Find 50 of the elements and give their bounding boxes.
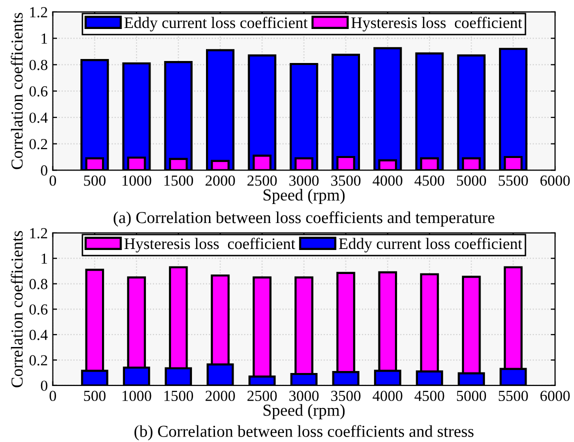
y-tick-label: 1.2: [30, 7, 48, 18]
x-tick-label: 6000: [540, 390, 570, 402]
x-tick-label: 2000: [206, 390, 235, 402]
y-tick-label: 1: [42, 254, 48, 264]
x-tick-label: 5000: [456, 175, 486, 186]
x-tick-label: 500: [84, 175, 106, 186]
legend-label: Hysteresis loss coefficient: [124, 238, 296, 252]
x-axis-title: Speed (rpm): [264, 404, 345, 420]
y-tick-label: 1: [42, 34, 48, 44]
y-tick-label: 0.4: [29, 112, 48, 123]
y-tick-label: 1.2: [30, 228, 48, 238]
x-tick-label: 3500: [331, 175, 360, 186]
legend-label: Eddy current loss coefficient: [124, 16, 308, 32]
y-tick-label: 0.8: [29, 60, 48, 70]
x-tick-label: 3000: [289, 390, 319, 402]
x-tick-label: 0: [50, 390, 56, 402]
y-axis-title: Correlation coefficients: [10, 12, 23, 170]
x-tick-label: 1500: [164, 390, 194, 402]
x-tick-label: 5000: [456, 390, 486, 402]
x-tick-label: 4500: [414, 175, 444, 186]
x-tick-label: 2500: [247, 390, 277, 402]
x-tick-label: 500: [84, 390, 106, 402]
x-tick-label: 1500: [164, 175, 194, 186]
legend-label: Hysteresis loss coefficient: [351, 16, 522, 32]
y-tick-label: 0.8: [29, 278, 48, 290]
y-tick-label: 0: [40, 165, 48, 176]
x-tick-label: 4000: [372, 175, 402, 186]
x-axis-title: Speed (rpm): [264, 188, 345, 204]
x-tick-label: 2000: [206, 175, 235, 186]
y-tick-label: 0.2: [29, 355, 48, 366]
x-tick-label: 5500: [498, 390, 528, 402]
x-tick-label: 1000: [122, 175, 152, 186]
x-tick-label: 1000: [122, 390, 152, 402]
x-tick-label: 5500: [498, 175, 528, 186]
y-tick-label: 0: [40, 380, 48, 391]
y-tick-label: 0.6: [29, 304, 48, 315]
y-tick-label: 0.6: [29, 86, 48, 97]
x-tick-label: 2500: [247, 175, 277, 186]
text: (b) Correlation between loss coefficients and stress: [134, 425, 474, 440]
x-tick-label: 3000: [289, 175, 319, 186]
x-tick-label: 0: [50, 175, 56, 186]
x-tick-label: 3500: [331, 390, 360, 402]
text: (a) Correlation between loss coefficients and temperature: [114, 211, 494, 227]
x-tick-label: 4000: [372, 390, 402, 402]
x-tick-label: 4500: [414, 390, 444, 402]
x-tick-label: 6000: [540, 175, 570, 186]
legend-label: Eddy current loss coefficient: [338, 238, 522, 252]
y-tick-label: 0.2: [29, 138, 48, 150]
y-tick-label: 0.4: [29, 330, 48, 340]
y-axis-title: Correlation coefficients: [10, 231, 23, 388]
